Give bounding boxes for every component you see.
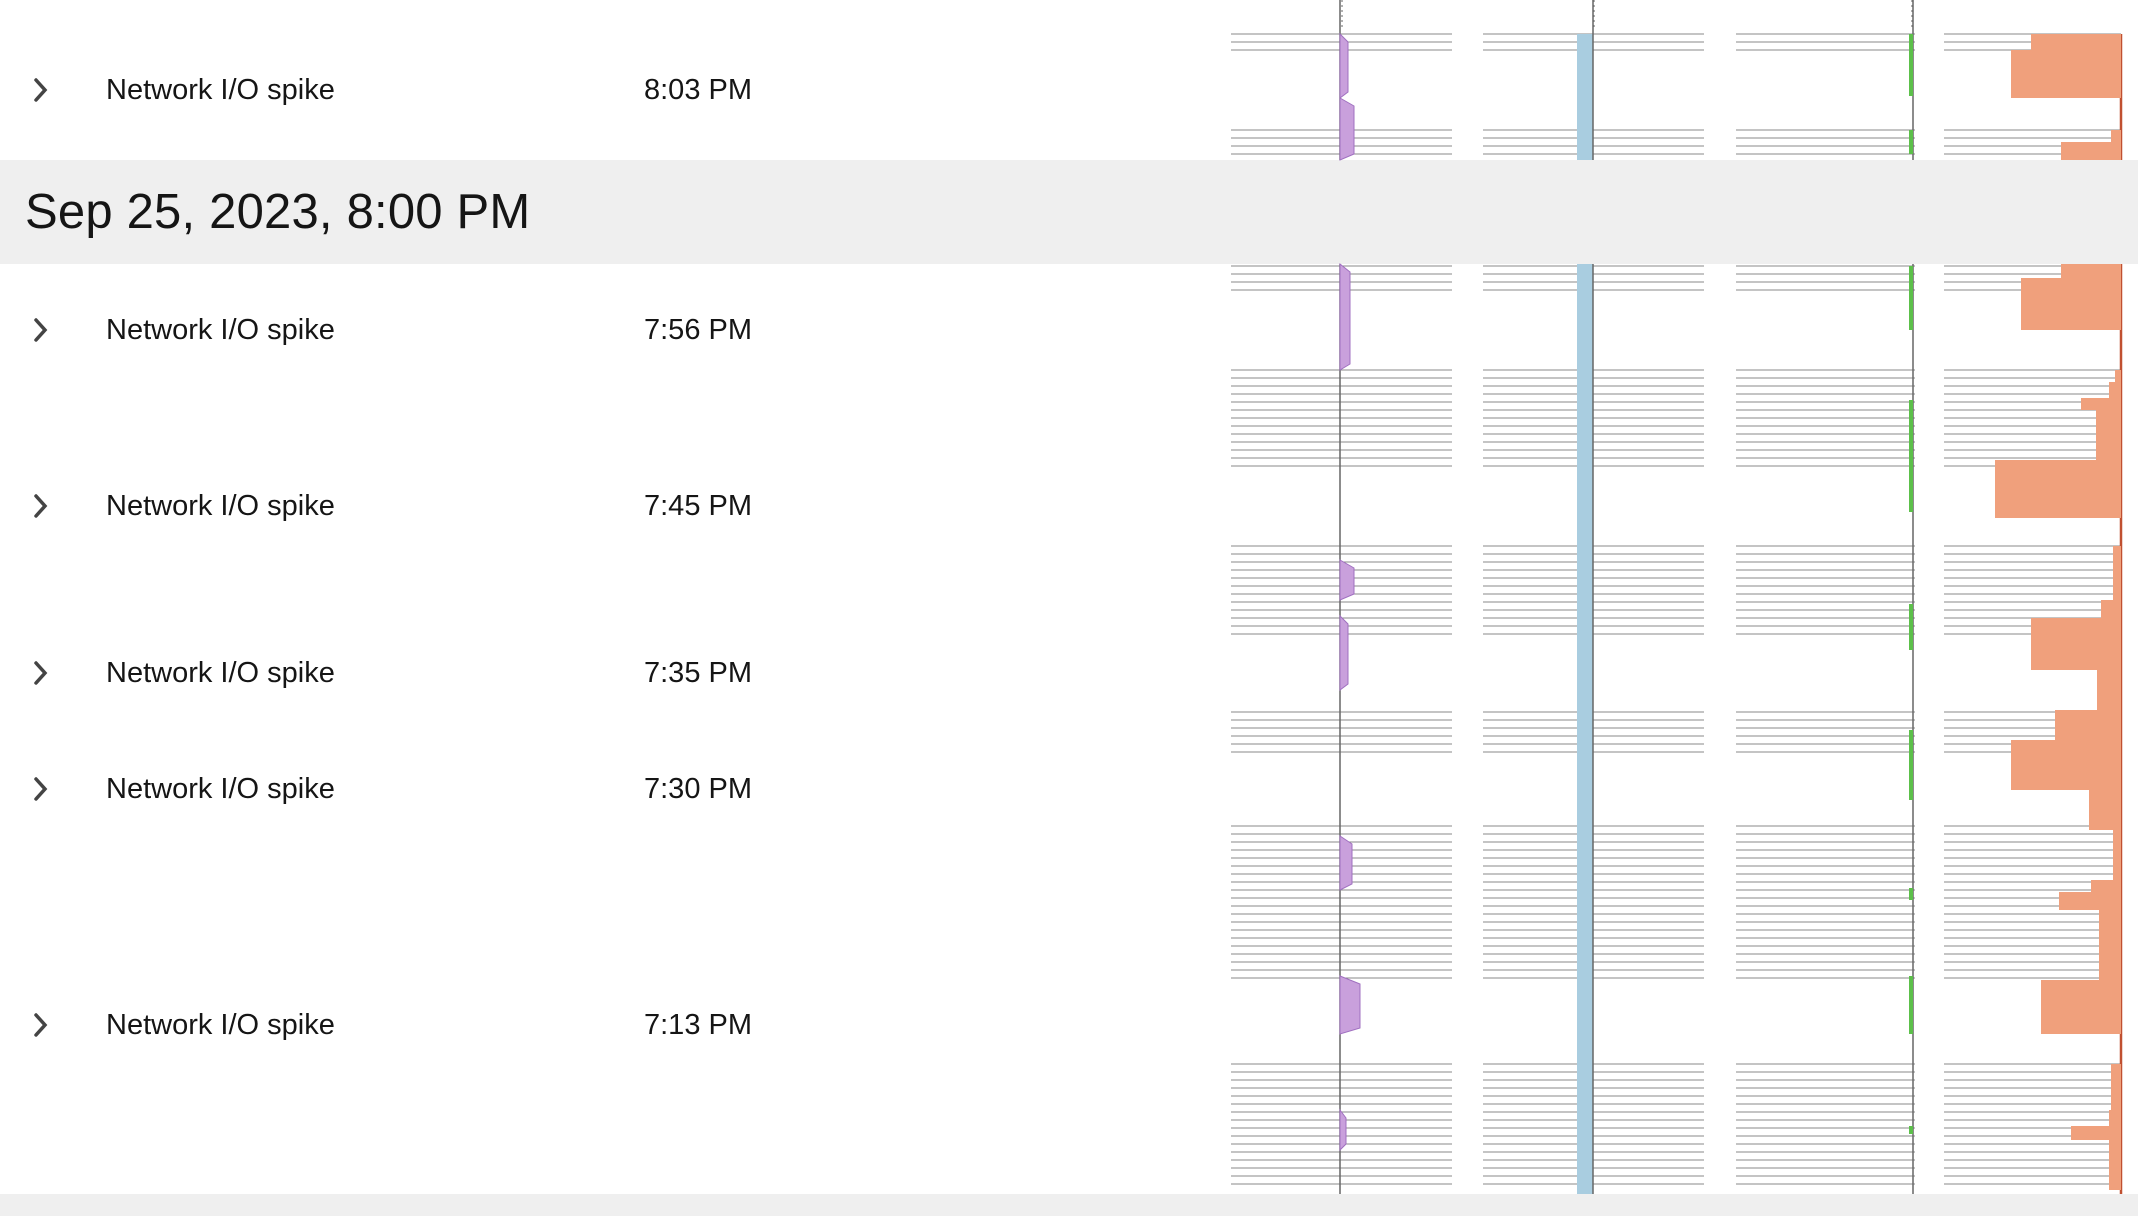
track4-bar [1995, 460, 2121, 518]
track4-bar [2031, 34, 2121, 50]
table-row[interactable]: Network I/O spike 8:03 PM [0, 60, 1200, 120]
track4-bar [2041, 980, 2121, 1034]
row-time: 7:56 PM [644, 313, 752, 346]
table-row[interactable]: Network I/O spike 7:45 PM [0, 476, 1200, 536]
track4-bar [2096, 422, 2121, 460]
row-name: Network I/O spike [106, 73, 335, 106]
track4-bar [2071, 1126, 2121, 1140]
track4-bar [2081, 398, 2121, 410]
chevron-right-icon[interactable] [26, 486, 56, 526]
track3-tick [1909, 730, 1913, 800]
row-name: Network I/O spike [106, 313, 335, 346]
track4-bar [2109, 1110, 2121, 1126]
table-row[interactable]: Network I/O spike 7:35 PM [0, 643, 1200, 703]
chevron-right-icon[interactable] [26, 310, 56, 350]
bottom-bar [0, 1194, 2138, 1216]
track3-tick [1909, 266, 1913, 330]
track4-bar [2113, 830, 2121, 880]
track4-bar [2109, 382, 2121, 398]
track1-spike [1339, 262, 1351, 371]
row-time: 7:13 PM [644, 1008, 752, 1041]
track3-tick [1909, 604, 1913, 650]
track3-tick [1909, 976, 1913, 1034]
track1-spike [1339, 614, 1349, 691]
row-time: 7:35 PM [644, 656, 752, 689]
track1-spike [1339, 835, 1353, 891]
track4-bar [2061, 142, 2121, 160]
track4-bar [2059, 892, 2121, 910]
track4-bar [2031, 618, 2121, 670]
track1-spike [1339, 97, 1355, 161]
track3-tick [1909, 400, 1913, 512]
track4-bar [2111, 1064, 2121, 1110]
chevron-right-icon[interactable] [26, 1005, 56, 1045]
track4-bar [2091, 880, 2121, 892]
track1-spike [1339, 1108, 1347, 1152]
track4-bar [2097, 670, 2121, 710]
track4-bar [2011, 50, 2121, 98]
track3-tick [1909, 34, 1913, 96]
track3-tick [1909, 130, 1913, 154]
track4-bar [2109, 1140, 2121, 1190]
track4-bar [2011, 740, 2121, 790]
row-time: 7:30 PM [644, 772, 752, 805]
table-row[interactable]: Network I/O spike 7:30 PM [0, 759, 1200, 819]
chevron-right-icon[interactable] [26, 653, 56, 693]
track2-band [1577, 34, 1593, 160]
track3-tick [1909, 888, 1913, 900]
track4-bar [2099, 910, 2121, 980]
track4-bar [2101, 600, 2121, 618]
row-time: 8:03 PM [644, 73, 752, 106]
row-name: Network I/O spike [106, 772, 335, 805]
track4-bar [2055, 710, 2121, 740]
track1-spike [1339, 32, 1349, 99]
track4-bar [2089, 790, 2121, 830]
track1-spike [1339, 975, 1361, 1035]
track4-bar [2113, 546, 2121, 600]
group-header: Sep 25, 2023, 8:00 PM [0, 160, 2138, 264]
track1-spike [1339, 559, 1355, 601]
row-name: Network I/O spike [106, 656, 335, 689]
chevron-right-icon[interactable] [26, 70, 56, 110]
row-time: 7:45 PM [644, 489, 752, 522]
row-name: Network I/O spike [106, 489, 335, 522]
track4-bar [2096, 410, 2121, 422]
table-row[interactable]: Network I/O spike 7:56 PM [0, 300, 1200, 360]
group-title: Sep 25, 2023, 8:00 PM [25, 185, 531, 239]
track4-bar [2115, 370, 2121, 382]
track4-bar [2021, 278, 2121, 330]
table-row[interactable]: Network I/O spike 7:13 PM [0, 995, 1200, 1055]
track4-bar [2111, 130, 2121, 142]
row-name: Network I/O spike [106, 1008, 335, 1041]
chevron-right-icon[interactable] [26, 769, 56, 809]
track2-band [1577, 264, 1593, 1194]
track4-bar [2061, 264, 2121, 278]
track3-tick [1909, 1126, 1913, 1134]
